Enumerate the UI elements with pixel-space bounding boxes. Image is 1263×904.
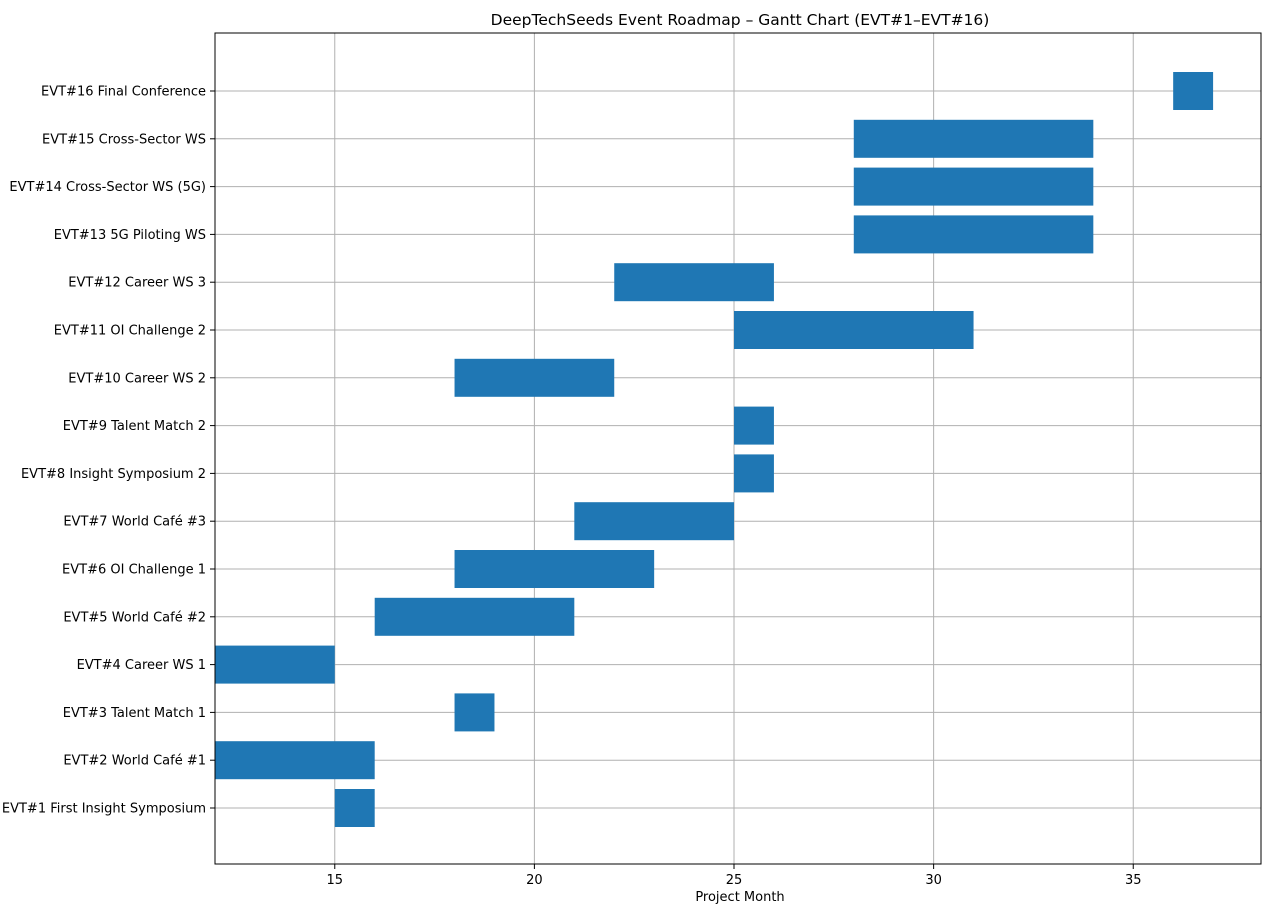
x-tick-label: 20 [526,873,543,888]
task-label: EVT#13 5G Piloting WS [54,228,206,243]
task-bar [734,406,774,445]
task-label: EVT#2 World Café #1 [63,754,206,769]
task-label: EVT#8 Insight Symposium 2 [21,467,206,482]
task-bar [454,550,655,588]
bars [215,72,1214,827]
x-tick-label: 25 [726,873,743,888]
task-label: EVT#9 Talent Match 2 [63,419,206,434]
task-bar [853,215,1094,254]
y-axis-ticks: EVT#1 First Insight Symposium EVT#2 World… [2,85,215,817]
task-bar [614,263,774,302]
task-bar [215,741,375,780]
task-label: EVT#5 World Café #2 [63,610,206,625]
task-label: EVT#14 Cross-Sector WS (5G) [9,180,206,195]
task-label: EVT#4 Career WS 1 [77,658,206,673]
x-axis-ticks: 15 20 25 30 35 [326,864,1142,888]
task-label: EVT#10 Career WS 2 [68,371,206,386]
x-axis-label: Project Month [695,890,784,904]
task-bar [734,454,774,493]
task-label: EVT#11 OI Challenge 2 [54,324,206,339]
task-bar [334,789,375,827]
x-tick-label: 30 [925,873,942,888]
task-bar [734,311,974,349]
task-bar [454,358,615,397]
task-label: EVT#3 Talent Match 1 [63,706,206,721]
task-label: EVT#15 Cross-Sector WS [42,132,206,147]
grid-lines [215,33,1261,864]
task-label: EVT#12 Career WS 3 [68,276,206,291]
task-label: EVT#6 OI Challenge 1 [62,563,206,578]
task-bar [1173,72,1214,110]
x-tick-label: 15 [326,873,343,888]
task-label: EVT#16 Final Conference [41,85,206,100]
task-bar [454,693,495,732]
chart-title: DeepTechSeeds Event Roadmap – Gantt Char… [491,11,990,29]
task-bar [374,597,575,636]
task-bar [853,119,1094,158]
task-label: EVT#7 World Café #3 [63,515,206,530]
task-bar [574,502,735,541]
task-bar [853,167,1094,206]
x-tick-label: 35 [1125,873,1142,888]
task-bar [215,645,335,684]
task-label: EVT#1 First Insight Symposium [2,802,206,817]
plot-frame [214,32,1262,865]
